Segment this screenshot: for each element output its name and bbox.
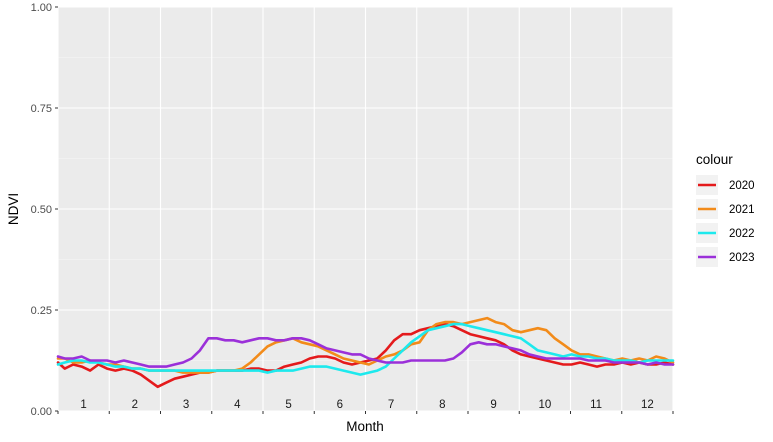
series-line-2023 <box>56 336 675 368</box>
x-axis-title: Month <box>346 419 384 434</box>
legend-title: colour <box>696 152 733 167</box>
month-label: 8 <box>439 399 445 411</box>
series-lines <box>56 316 675 389</box>
month-label: 2 <box>132 399 138 411</box>
y-tick-label: 0.25 <box>31 305 52 317</box>
legend-items: 2020 2021 2022 2023 <box>696 175 755 267</box>
month-label: 11 <box>590 399 602 411</box>
month-label: 10 <box>538 399 551 411</box>
legend-label-2022: 2022 <box>729 228 755 240</box>
y-tick-label: 0.75 <box>31 103 52 115</box>
month-labels: 1 2 3 4 5 6 7 8 9 10 11 12 <box>80 399 653 411</box>
month-label: 1 <box>80 399 86 411</box>
month-label: 6 <box>337 399 343 411</box>
legend-label-2020: 2020 <box>729 180 755 192</box>
month-label: 3 <box>183 399 189 411</box>
legend: colour 2020 2021 2022 2023 <box>696 152 755 267</box>
legend-label-2023: 2023 <box>729 252 755 264</box>
y-axis-title: NDVI <box>6 193 21 225</box>
legend-label-2021: 2021 <box>729 204 755 216</box>
y-tick-label: 0.00 <box>31 406 52 418</box>
series-line-2020 <box>56 322 675 389</box>
axes: 0.00 0.25 0.50 0.75 1.00 <box>31 2 674 418</box>
y-tick-label: 0.50 <box>31 204 52 216</box>
month-label: 4 <box>234 399 241 411</box>
month-label: 9 <box>490 399 496 411</box>
month-label: 12 <box>641 399 654 411</box>
series-line-2022 <box>56 322 675 376</box>
month-label: 7 <box>388 399 394 411</box>
month-label: 5 <box>285 399 291 411</box>
y-tick-label: 1.00 <box>31 2 52 14</box>
